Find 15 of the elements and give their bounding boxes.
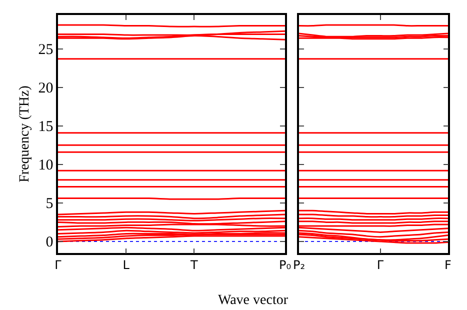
- y-tick-label: 5: [46, 196, 54, 212]
- y-tick-label: 10: [38, 158, 54, 174]
- x-tick-label: Γ: [376, 258, 384, 272]
- x-tick-label: F: [444, 258, 452, 272]
- x-tick-label: P₀: [278, 258, 292, 272]
- x-axis-title: Wave vector: [218, 293, 288, 308]
- x-tick-label: L: [122, 258, 130, 272]
- y-tick-label: 20: [38, 80, 54, 97]
- y-tick-label: 25: [38, 42, 54, 58]
- x-tick-label: T: [190, 258, 199, 272]
- x-tick-label: Γ: [54, 258, 62, 272]
- y-axis-title: Frequency (THz): [17, 85, 32, 182]
- y-tick-label: 15: [38, 119, 54, 136]
- x-tick-label: P₂: [292, 258, 306, 272]
- y-tick-label: 0: [46, 234, 54, 251]
